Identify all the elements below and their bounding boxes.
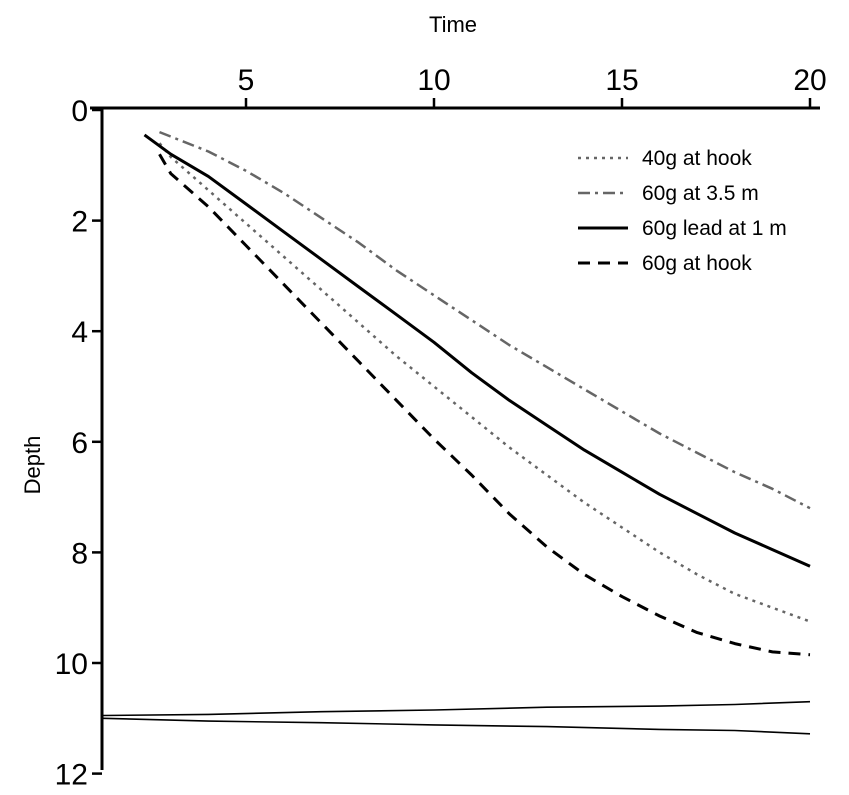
series-line-6 <box>103 717 811 735</box>
x-tick-label: 5 <box>238 64 255 97</box>
x-ticks: 5 10 15 20 <box>238 64 827 108</box>
y-tick-label: 8 <box>71 537 88 570</box>
x-tick-label: 20 <box>793 64 826 97</box>
legend-label: 40g at hook <box>642 147 752 170</box>
y-tick-label: 12 <box>55 759 88 792</box>
y-tick-label: 2 <box>71 206 88 239</box>
legend-label: 60g at hook <box>642 252 752 275</box>
legend-label: 60g at 3.5 m <box>642 182 759 205</box>
series-line-1 <box>158 142 811 623</box>
y-tick-label: 4 <box>71 316 88 349</box>
series-line-2 <box>159 130 811 510</box>
axes <box>90 106 820 770</box>
series-line-3 <box>143 133 811 568</box>
y-ticks: 0 2 4 6 8 10 12 <box>55 95 102 792</box>
x-tick-label: 15 <box>605 64 638 97</box>
series-line-5 <box>103 700 811 717</box>
y-tick-label: 6 <box>71 427 88 460</box>
y-axis-title: Depth <box>20 436 45 495</box>
legend: 40g at hook 60g at 3.5 m 60g lead at 1 m 60… <box>578 147 787 275</box>
legend-label: 60g lead at 1 m <box>642 217 787 240</box>
x-tick-label: 10 <box>417 64 450 97</box>
y-tick-label: 10 <box>55 648 88 681</box>
x-axis-title: Time <box>429 12 477 37</box>
series-line-4 <box>158 153 811 657</box>
series-layer <box>103 130 811 735</box>
y-tick-label: 0 <box>71 95 88 128</box>
